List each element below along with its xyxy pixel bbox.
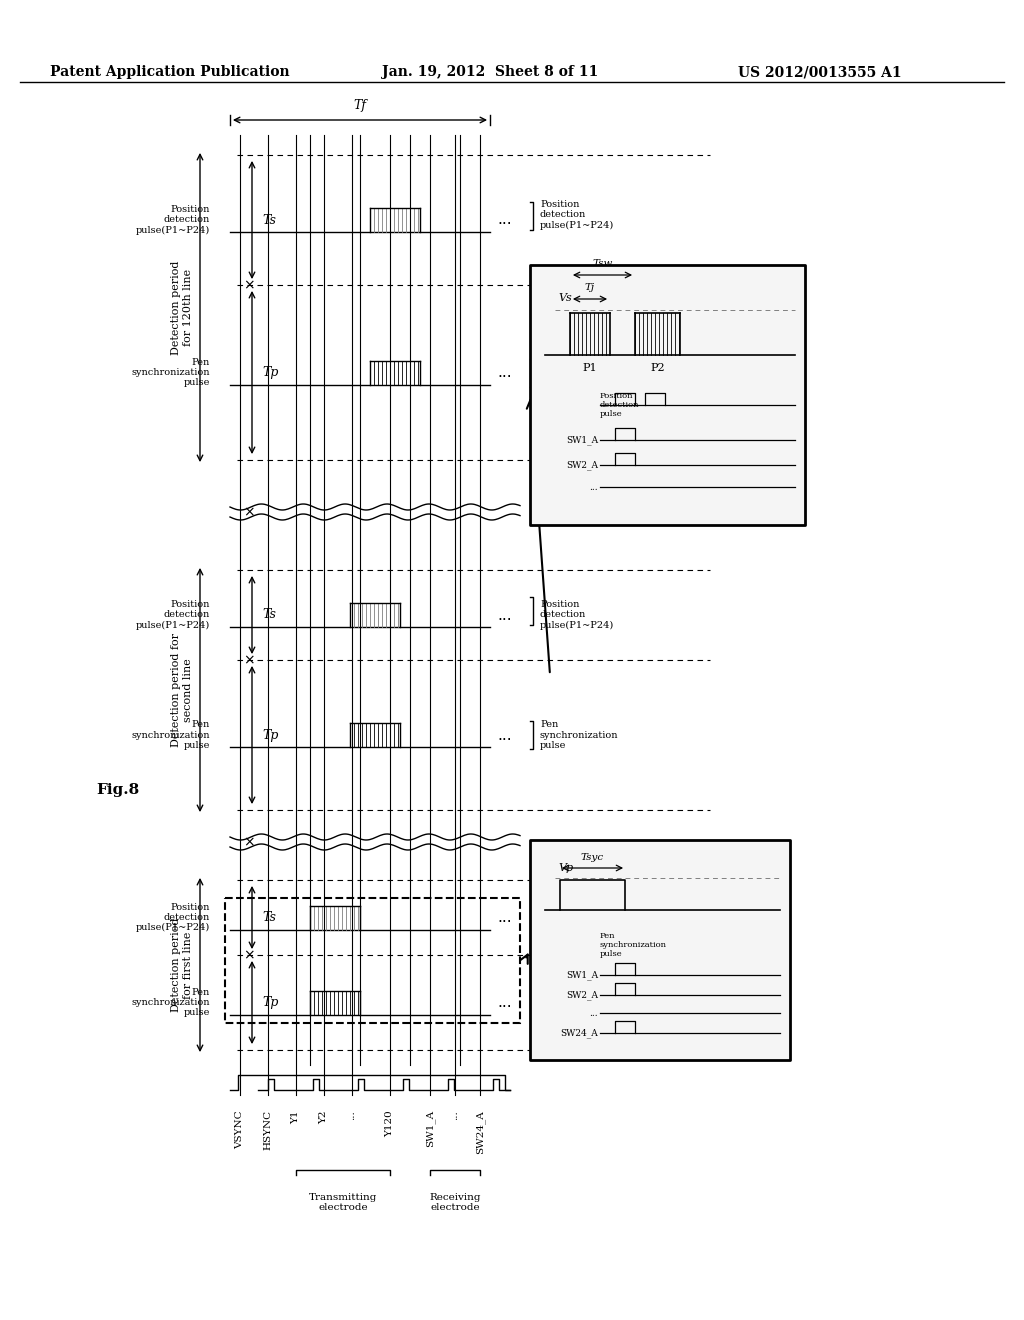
Text: ...: ... — [498, 213, 512, 227]
Text: Pen
synchronization
pulse: Pen synchronization pulse — [131, 358, 210, 387]
Text: SW1_A: SW1_A — [566, 436, 598, 445]
Text: Pen
synchronization
pulse: Pen synchronization pulse — [540, 721, 618, 750]
Text: Patent Application Publication: Patent Application Publication — [50, 65, 290, 79]
Text: Y120: Y120 — [385, 1110, 394, 1137]
Bar — [530, 265, 805, 525]
Text: SW24_A: SW24_A — [560, 1028, 598, 1038]
Text: P1: P1 — [583, 363, 597, 374]
Text: ...: ... — [498, 909, 512, 925]
Text: ×: × — [243, 948, 255, 962]
Text: SW1_A: SW1_A — [566, 970, 598, 979]
Text: Pen
synchronization
pulse: Pen synchronization pulse — [540, 358, 618, 387]
Text: HSYNC: HSYNC — [263, 1110, 272, 1150]
Text: Ts: Ts — [262, 214, 275, 227]
Text: Receiving
electrode: Receiving electrode — [429, 1193, 480, 1212]
Text: ...: ... — [498, 995, 512, 1010]
Text: Jan. 19, 2012  Sheet 8 of 11: Jan. 19, 2012 Sheet 8 of 11 — [382, 65, 598, 79]
Bar — [530, 840, 790, 1060]
Bar — [225, 898, 520, 1023]
Text: Tp: Tp — [262, 366, 279, 379]
Text: Tp: Tp — [262, 729, 279, 742]
Text: ...: ... — [498, 727, 512, 742]
Text: Pen
synchronization
pulse: Pen synchronization pulse — [600, 932, 667, 958]
Text: Position
detection
pulse(P1~P24): Position detection pulse(P1~P24) — [540, 201, 614, 230]
Text: Tj: Tj — [585, 284, 595, 293]
Text: Position
detection
pulse(P1~P24): Position detection pulse(P1~P24) — [136, 205, 210, 235]
Text: ×: × — [243, 653, 255, 667]
Text: US 2012/0013555 A1: US 2012/0013555 A1 — [738, 65, 902, 79]
Text: ×: × — [243, 506, 255, 519]
Text: Fig.8: Fig.8 — [96, 783, 139, 797]
Text: Position
detection
pulse(P1~P24): Position detection pulse(P1~P24) — [136, 903, 210, 932]
Text: Detection period
for 120th line: Detection period for 120th line — [171, 260, 193, 355]
Text: ...: ... — [498, 607, 512, 623]
Text: Vs: Vs — [558, 293, 571, 304]
Text: Detection period
for first line: Detection period for first line — [171, 917, 193, 1012]
Text: Tsw: Tsw — [592, 259, 612, 268]
Text: Ts: Ts — [262, 609, 275, 622]
Text: ×: × — [243, 836, 255, 849]
Text: Vp: Vp — [558, 863, 573, 873]
Text: ×: × — [243, 279, 255, 292]
Text: ...: ... — [347, 1110, 356, 1119]
Text: ...: ... — [590, 1008, 598, 1018]
Text: Tsyc: Tsyc — [581, 854, 604, 862]
Text: SW24_A: SW24_A — [475, 1110, 484, 1154]
Text: Y1: Y1 — [292, 1110, 300, 1123]
Text: Y2: Y2 — [319, 1110, 329, 1123]
Text: Ts: Ts — [262, 911, 275, 924]
Text: SW2_A: SW2_A — [566, 990, 598, 999]
Text: Detection period for
second line: Detection period for second line — [171, 634, 193, 747]
Text: ...: ... — [498, 366, 512, 380]
Text: VSYNC: VSYNC — [236, 1110, 245, 1148]
Text: SW2_A: SW2_A — [566, 461, 598, 470]
Text: Transmitting
electrode: Transmitting electrode — [309, 1193, 377, 1212]
Text: ...: ... — [590, 483, 598, 491]
Text: Pen
synchronization
pulse: Pen synchronization pulse — [131, 987, 210, 1018]
Text: SW1_A: SW1_A — [425, 1110, 435, 1147]
Text: P2: P2 — [650, 363, 665, 374]
Text: Position
detection
pulse(P1~P24): Position detection pulse(P1~P24) — [540, 601, 614, 630]
Text: Position
detection
pulse: Position detection pulse — [600, 392, 640, 418]
Text: Pen
synchronization
pulse: Pen synchronization pulse — [131, 721, 210, 750]
Text: Tp: Tp — [262, 997, 279, 1008]
Text: Position
detection
pulse(P1~P24): Position detection pulse(P1~P24) — [136, 601, 210, 630]
Text: ...: ... — [451, 1110, 460, 1119]
Text: Tf: Tf — [353, 99, 367, 112]
